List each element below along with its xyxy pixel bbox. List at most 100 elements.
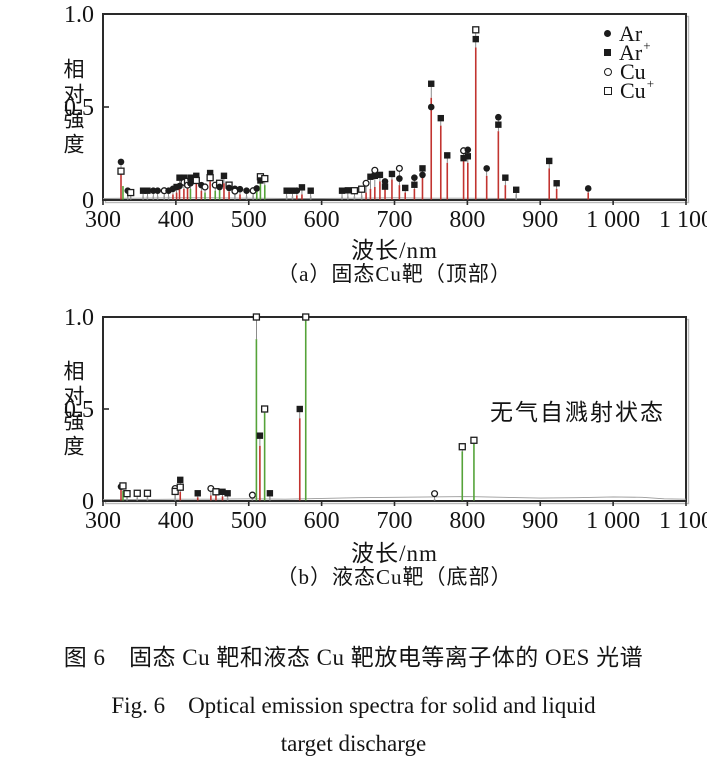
legend-label-sup: + <box>643 38 651 53</box>
legend-label-sup: + <box>646 76 655 91</box>
x-axis-tick-label: 700 <box>377 508 413 534</box>
legend-item-cu-ion: Cu + <box>604 76 654 103</box>
peak-marker-open-circle <box>362 179 370 187</box>
peak-marker-open-square <box>176 483 184 491</box>
peak-marker-open-circle <box>201 183 209 191</box>
peak-marker-open-square <box>133 489 141 497</box>
peak-marker-filled-square <box>338 187 346 194</box>
peak-marker-filled-square <box>464 153 472 160</box>
peak-marker-filled-circle <box>381 178 389 185</box>
peak-marker-filled-circle <box>154 187 161 194</box>
peak-marker-open-square <box>143 489 152 497</box>
peak-marker-filled-square <box>194 490 201 497</box>
peak-marker-filled-circle <box>225 184 233 192</box>
x-axis-tick-label: 1 100 <box>659 508 707 534</box>
peak-marker-filled-square <box>298 184 306 191</box>
peak-marker-open-square <box>302 313 310 321</box>
peak-marker-filled-square <box>144 187 151 194</box>
peak-marker-filled-square <box>502 174 509 181</box>
x-axis-tick-label: 600 <box>304 207 340 233</box>
peak-marker-filled-square <box>428 80 435 87</box>
x-axis-tick-label: 800 <box>449 207 485 233</box>
peak-marker-filled-square <box>206 169 214 177</box>
x-axis-label-a: 波长/nm <box>351 238 438 263</box>
peak-marker-filled-circle <box>117 158 125 166</box>
peak-marker-open-square <box>192 176 200 185</box>
ar-marker-icon <box>604 30 611 37</box>
peak-marker-filled-square <box>546 157 553 165</box>
peak-marker-open-square <box>119 482 127 490</box>
peak-marker-open-square <box>212 488 220 496</box>
y-axis-label-b: 相对强度 <box>61 360 85 460</box>
x-axis-tick-label: 1 000 <box>586 207 640 233</box>
peak-marker-filled-circle <box>243 187 250 194</box>
legend-label: Ar <box>619 21 643 46</box>
peak-marker-filled-square <box>256 432 264 439</box>
legend: Ar Ar + Cu Cu + <box>604 21 654 103</box>
peak-marker-filled-square <box>307 187 314 194</box>
peak-marker-open-square <box>123 489 131 498</box>
legend-label: Cu <box>620 59 646 84</box>
peak-marker-filled-square <box>402 184 409 192</box>
peak-marker-filled-square <box>376 171 384 179</box>
x-axis-tick-label: 300 <box>85 508 121 534</box>
ar-ion-marker-icon <box>604 49 611 56</box>
cu-ion-marker-icon <box>604 86 612 95</box>
peak-marker-filled-circle <box>584 185 592 192</box>
peak-marker-filled-circle <box>495 113 502 121</box>
peak-marker-filled-circle <box>427 103 435 111</box>
peak-marker-filled-square <box>472 35 479 43</box>
peak-marker-filled-square <box>139 187 147 194</box>
x-axis-tick-label: 1 100 <box>659 207 707 233</box>
peak-marker-filled-square <box>177 476 184 484</box>
peak-marker-filled-square <box>388 170 396 178</box>
peak-marker-filled-circle <box>236 185 244 193</box>
y-axis-tick-label: 0.5 <box>64 95 94 121</box>
peak-marker-filled-square <box>381 183 389 190</box>
peak-marker-filled-circle <box>293 187 301 194</box>
peak-marker-filled-circle <box>396 175 403 182</box>
figure-caption-en-line1: Fig. 6 Optical emission spectra for soli… <box>111 693 596 718</box>
peak-marker-filled-square <box>176 174 183 181</box>
y-axis-tick-label: 0 <box>82 188 94 214</box>
y-axis-tick-label: 1.0 <box>64 305 94 331</box>
peak-marker-filled-circle <box>253 185 261 192</box>
plot-frame <box>102 316 687 502</box>
peak-marker-open-circle <box>431 490 439 498</box>
x-axis-tick-label: 800 <box>449 508 485 534</box>
legend-item-cu: Cu <box>604 59 654 84</box>
peak-marker-open-square <box>206 174 214 182</box>
peak-marker-filled-square <box>220 172 228 180</box>
legend-label: Cu <box>620 78 646 103</box>
peak-marker-open-square <box>260 405 269 413</box>
x-axis-tick-label: 500 <box>231 207 267 233</box>
peak-marker-filled-square <box>224 490 231 497</box>
panel-caption-a: （a）固态Cu靶（顶部） <box>277 262 512 286</box>
peak-marker-filled-square <box>419 165 426 172</box>
x-axis-tick-label: 1 000 <box>586 508 640 534</box>
peak-marker-open-square <box>470 436 478 444</box>
legend-label: Ar <box>619 40 643 65</box>
annotation-self-sputtering: 无气自溅射状态 <box>490 400 665 425</box>
peak-marker-filled-circle <box>216 183 223 191</box>
peak-marker-filled-square <box>371 172 379 180</box>
plot-frame <box>102 13 687 201</box>
x-axis-tick-label: 600 <box>304 508 340 534</box>
peak-marker-filled-square <box>296 405 303 413</box>
baseline-trace <box>103 496 687 500</box>
x-axis-label-b: 波长/nm <box>351 541 438 566</box>
peak-marker-filled-square <box>495 121 502 128</box>
x-axis-tick-label: 400 <box>158 207 194 233</box>
peak-marker-filled-circle <box>483 165 490 172</box>
peak-marker-filled-circle <box>419 171 426 179</box>
peak-marker-open-square <box>358 185 366 193</box>
y-axis-tick-label: 1.0 <box>64 2 94 28</box>
peak-marker-filled-square <box>344 187 352 194</box>
peak-marker-filled-square <box>257 177 264 184</box>
peak-marker-filled-square <box>193 172 200 180</box>
peak-marker-filled-circle <box>187 179 194 187</box>
peak-marker-filled-square <box>289 187 296 194</box>
y-axis-tick-label: 0 <box>82 489 94 515</box>
